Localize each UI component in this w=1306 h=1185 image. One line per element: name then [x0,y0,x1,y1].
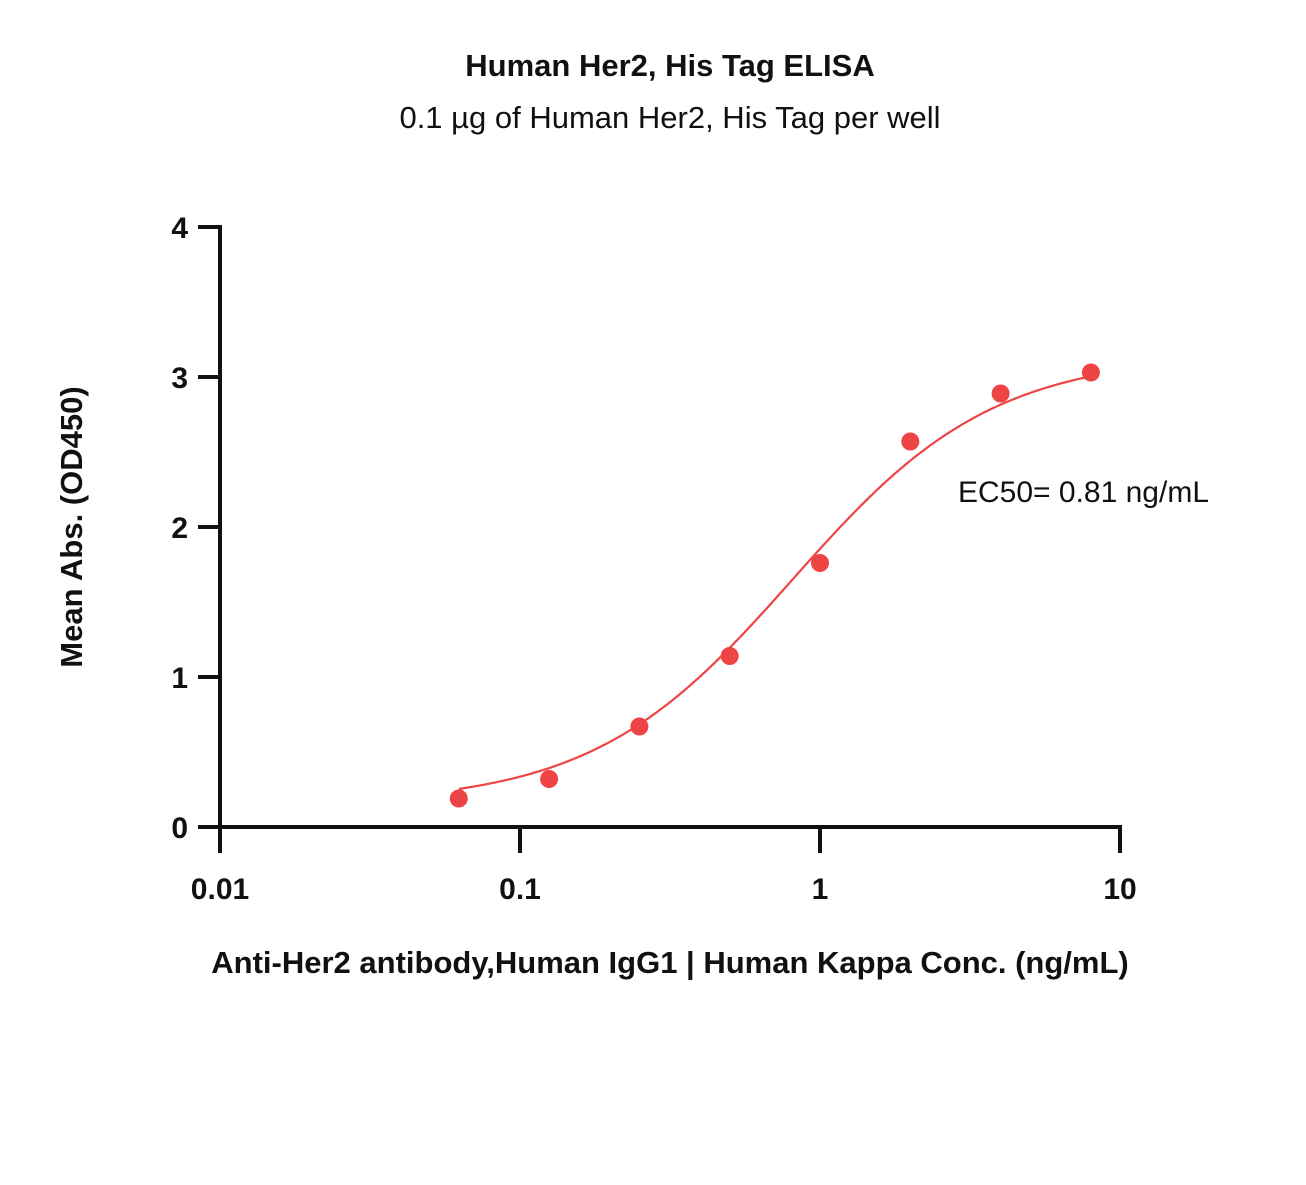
x-axis-label: Anti-Her2 antibody,Human IgG1 | Human Ka… [211,945,1129,980]
data-point [720,647,739,665]
data-point [540,770,559,788]
data-point [991,384,1010,403]
data-point [449,789,468,808]
y-tick-label: 1 [171,662,188,695]
data-point [630,717,649,736]
data-point [901,432,920,451]
y-tick-label: 4 [171,212,188,245]
data-point [1081,363,1100,382]
x-tick-label: 1 [812,873,829,906]
y-tick-label: 2 [171,512,188,545]
x-tick-label: 0.01 [191,873,249,906]
x-tick-label: 10 [1103,873,1136,906]
fit-curve [458,375,1092,791]
ec50-annotation: EC50= 0.81 ng/mL [958,476,1209,509]
chart-title: Human Her2, His Tag ELISA [465,48,875,83]
x-tick-label: 0.1 [499,873,541,906]
data-point [811,554,829,572]
y-tick-label: 0 [171,812,188,845]
chart-subtitle: 0.1 µg of Human Her2, His Tag per well [399,100,941,135]
y-tick-label: 3 [171,362,188,395]
